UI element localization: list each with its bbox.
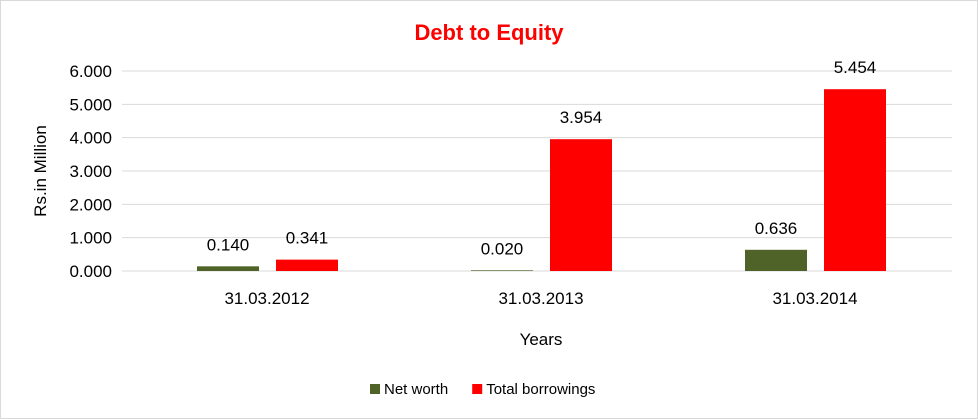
y-axis-label: Rs.in Million xyxy=(31,125,50,217)
x-axis-label: Years xyxy=(520,330,563,349)
y-tick-label: 0.000 xyxy=(69,262,112,281)
y-tick-label: 1.000 xyxy=(69,229,112,248)
legend-swatch xyxy=(472,384,483,394)
data-label: 5.454 xyxy=(834,58,877,77)
bar-net-worth xyxy=(197,266,259,271)
data-label: 0.636 xyxy=(755,219,798,238)
legend: Net worth Total borrowings xyxy=(370,381,595,398)
y-tick-label: 4.000 xyxy=(69,129,112,148)
legend-label: Net worth xyxy=(384,381,448,398)
data-label: 0.020 xyxy=(481,239,524,258)
y-tick-label: 2.000 xyxy=(69,195,112,214)
data-label: 0.140 xyxy=(207,235,250,254)
bar-total-borrowings xyxy=(550,139,612,271)
x-tick-label: 31.03.2013 xyxy=(498,289,583,308)
bar-total-borrowings xyxy=(824,89,886,271)
legend-swatch xyxy=(370,384,380,394)
data-label: 3.954 xyxy=(560,108,603,127)
data-label: 0.341 xyxy=(286,229,329,248)
y-tick-label: 3.000 xyxy=(69,162,112,181)
x-tick-label: 31.03.2014 xyxy=(772,289,857,308)
bar-total-borrowings xyxy=(276,259,338,271)
y-tick-label: 6.000 xyxy=(69,62,112,81)
bar-net-worth xyxy=(471,270,533,271)
chart-title: Debt to Equity xyxy=(414,20,564,45)
legend-label: Total borrowings xyxy=(486,381,595,398)
bar-net-worth xyxy=(745,249,807,271)
y-tick-label: 5.000 xyxy=(69,95,112,114)
x-tick-label: 31.03.2012 xyxy=(224,289,309,308)
